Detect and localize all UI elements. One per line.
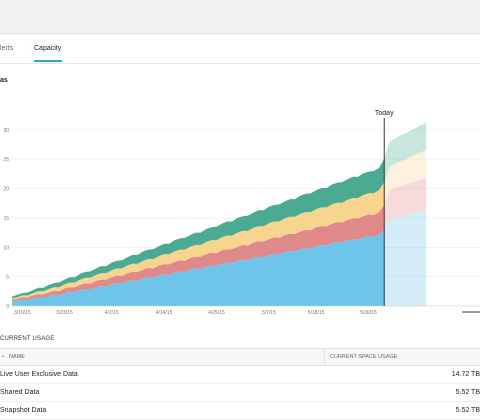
y-tick-label: 30 (3, 128, 9, 134)
capacity-chart: 0 5 10 15 20 25 30 3/10/15 3/23/15 4/2/15 4/14/15… (3, 110, 480, 316)
x-tick-label: 3/23/15 (56, 310, 73, 316)
x-tick-label: 4/25/15 (208, 310, 225, 316)
y-tick-label: 25 (3, 157, 9, 163)
tab-bar: lerts · Capacity (0, 33, 480, 64)
row-name: Snapshot Data (0, 407, 47, 414)
top-bar (0, 0, 480, 34)
table-row[interactable]: Shared Data 5.52 TB (0, 384, 480, 402)
x-tick-label: 4/14/15 (156, 310, 173, 316)
x-tick-label: 3/10/15 (14, 310, 31, 316)
area-series-0 (12, 229, 385, 306)
table-header: • NAME CURRENT SPACE USAGE (0, 348, 480, 366)
forecast-area-series-1 (384, 177, 427, 230)
tab-capacity[interactable]: Capacity (34, 45, 62, 52)
x-tick-label: 5/7/15 (262, 310, 276, 316)
x-tick-label: 4/2/15 (105, 310, 119, 316)
row-name: Live User Exclusive Data (0, 371, 78, 378)
y-tick-label: 5 (6, 275, 9, 281)
usage-section-title: CURRENT USAGE (0, 336, 55, 342)
row-name: Shared Data (0, 389, 40, 396)
column-header-name[interactable]: NAME (9, 354, 25, 360)
usage-table: • NAME CURRENT SPACE USAGE Live User Exc… (0, 348, 480, 420)
today-label: Today (375, 110, 394, 117)
row-usage: 5.52 TB (455, 407, 480, 414)
y-axis: 0 5 10 15 20 25 30 (3, 128, 9, 310)
future-overlay (384, 122, 427, 306)
x-axis: 3/10/15 3/23/15 4/2/15 4/14/15 4/25/15 5/7/15… (12, 305, 480, 316)
y-tick-label: 20 (3, 187, 9, 193)
column-divider (324, 349, 325, 365)
chart-areas (12, 158, 385, 306)
x-tick-label: 5/18/15 (308, 310, 325, 316)
y-tick-label: 15 (3, 216, 9, 222)
forecast-area-series-3 (384, 122, 427, 183)
y-tick-label: 0 (6, 304, 9, 310)
table-row[interactable]: Live User Exclusive Data 14.72 TB (0, 366, 480, 384)
active-tab-indicator (34, 60, 62, 62)
row-usage: 14.72 TB (451, 371, 480, 378)
column-header-usage[interactable]: CURRENT SPACE USAGE (330, 354, 398, 360)
tab-alerts[interactable]: lerts (0, 45, 14, 52)
section-heading: as (0, 77, 8, 84)
tab-separator: · (24, 45, 27, 52)
forecast-area-series-2 (384, 149, 427, 205)
sort-indicator-icon: • (2, 354, 4, 360)
table-row[interactable]: Snapshot Data 5.52 TB (0, 402, 480, 420)
y-tick-label: 10 (3, 245, 9, 251)
x-tick-label: 5/30/15 (360, 310, 377, 316)
forecast-area-series-0 (384, 210, 427, 306)
row-usage: 5.52 TB (455, 389, 480, 396)
timeline-scroll-handle[interactable] (462, 311, 480, 313)
